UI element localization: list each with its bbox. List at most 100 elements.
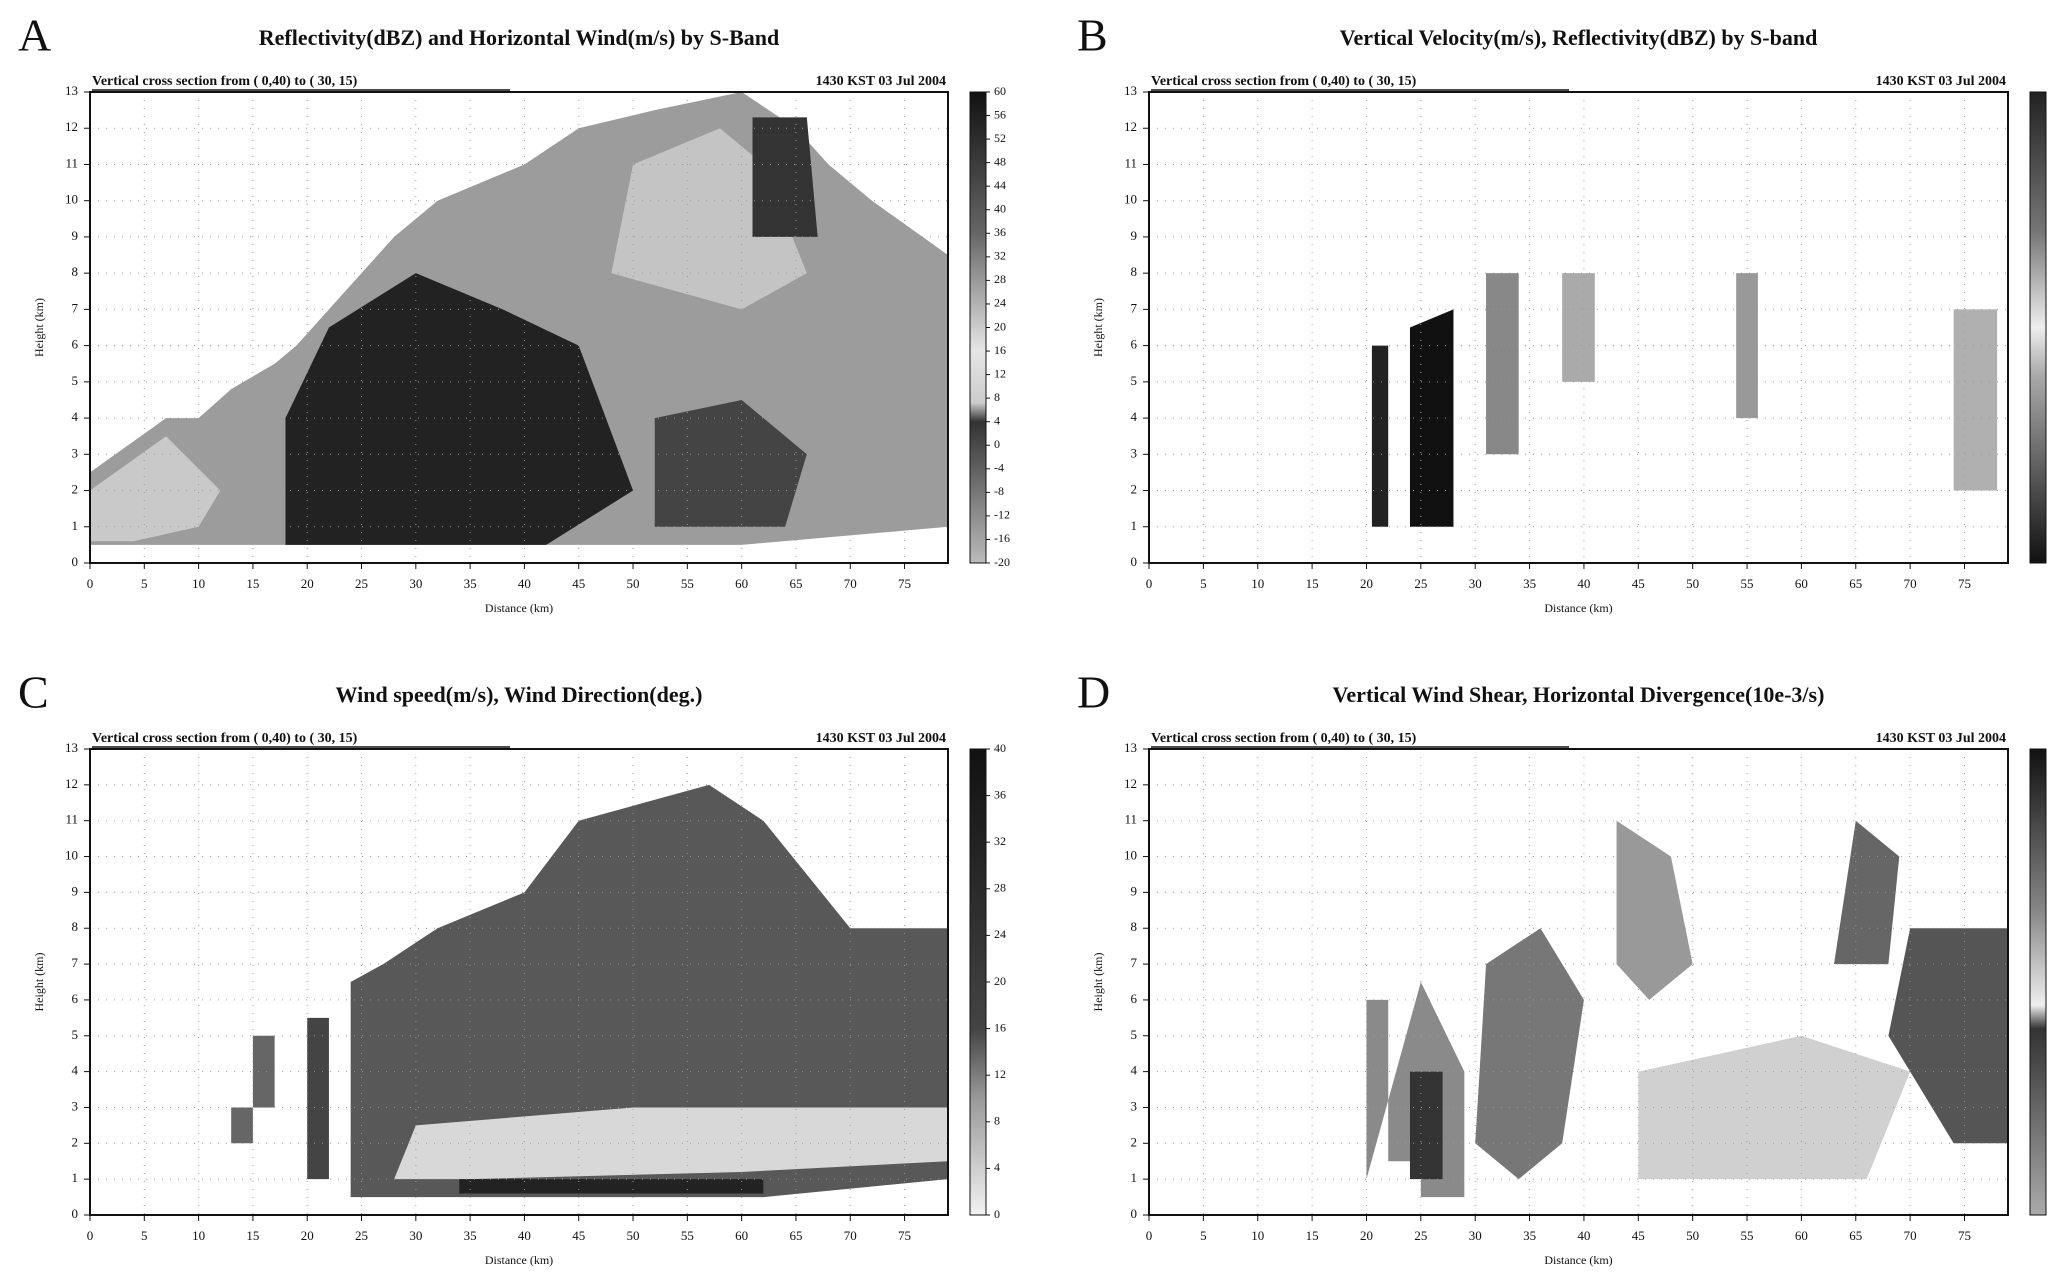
y-axis-label: Height (km) <box>1091 298 1105 357</box>
subtitle: 1430 KST 03 Jul 2004 <box>1876 731 2006 746</box>
y-tick-label: 5 <box>72 373 79 388</box>
y-tick-label: 5 <box>1131 373 1138 388</box>
x-tick-label: 35 <box>1523 576 1536 591</box>
y-axis-label: Height (km) <box>1091 953 1105 1012</box>
field-shading <box>459 1179 764 1194</box>
y-tick-label: 3 <box>1131 445 1138 460</box>
colorbar-label: -4 <box>994 461 1004 475</box>
x-tick-label: 30 <box>1469 1228 1482 1243</box>
colorbar-label: -12 <box>994 508 1010 522</box>
x-tick-label: 50 <box>627 1228 640 1243</box>
x-tick-label: 30 <box>409 1228 422 1243</box>
colorbar-label: 36 <box>994 225 1006 239</box>
colorbar-label: 12 <box>994 366 1006 380</box>
colorbar-label: 4 <box>994 413 1000 427</box>
field-shading <box>307 1017 329 1180</box>
x-tick-label: 0 <box>1146 1228 1153 1243</box>
plot-frame <box>1148 91 2009 564</box>
x-tick-label: 10 <box>1251 576 1264 591</box>
y-tick-label: 12 <box>65 776 78 791</box>
x-tick-label: 60 <box>1795 1228 1808 1243</box>
y-tick-label: 7 <box>72 300 79 315</box>
x-tick-label: 75 <box>1958 1228 1971 1243</box>
colorbar-label: 8 <box>994 390 1000 404</box>
y-tick-label: 4 <box>72 409 79 424</box>
panel-letter: D <box>1077 667 1110 718</box>
subtitle: Vertical cross section from ( 0,40) to (… <box>1151 731 1417 746</box>
colorbar-label: -20 <box>994 555 1010 569</box>
x-tick-label: 35 <box>464 576 477 591</box>
y-tick-label: 10 <box>1124 192 1137 207</box>
x-tick-label: 45 <box>1632 1228 1645 1243</box>
y-tick-label: 2 <box>1131 1134 1138 1149</box>
colorbar-label: 40 <box>994 741 1006 755</box>
y-tick-label: 10 <box>65 848 78 863</box>
x-tick-label: 65 <box>1849 576 1862 591</box>
x-tick-label: 60 <box>735 576 748 591</box>
y-tick-label: 9 <box>1131 228 1138 243</box>
subtitle: Vertical cross section from ( 0,40) to (… <box>92 731 358 746</box>
colorbar-label: 32 <box>994 834 1006 848</box>
colorbar-label: 48 <box>994 154 1006 168</box>
plot-frame <box>89 91 949 564</box>
y-tick-label: 7 <box>72 955 79 970</box>
x-tick-label: 25 <box>355 576 368 591</box>
subtitle: Vertical cross section from ( 0,40) to (… <box>1151 74 1417 89</box>
x-tick-label: 0 <box>87 1228 94 1243</box>
y-tick-label: 11 <box>65 812 78 827</box>
y-axis-label: Height (km) <box>32 953 46 1012</box>
field-shading <box>231 1035 275 1144</box>
x-tick-label: 40 <box>1577 576 1590 591</box>
x-tick-label: 65 <box>1849 1228 1862 1243</box>
subtitle: 1430 KST 03 Jul 2004 <box>1876 74 2006 89</box>
x-tick-label: 20 <box>301 1228 314 1243</box>
x-tick-label: 35 <box>464 1228 477 1243</box>
y-tick-label: 5 <box>1131 1027 1138 1042</box>
field-shading <box>394 1107 948 1180</box>
x-axis-label: Distance (km) <box>485 601 553 615</box>
y-tick-label: 0 <box>1131 1206 1138 1221</box>
panel: A Reflectivity(dBZ) and Horizontal Wind(m… <box>18 10 1010 615</box>
x-tick-label: 25 <box>355 1228 368 1243</box>
field-shading <box>90 436 221 542</box>
x-tick-label: 70 <box>844 1228 857 1243</box>
x-tick-label: 60 <box>1795 576 1808 591</box>
y-tick-label: 11 <box>1124 812 1137 827</box>
y-tick-label: 6 <box>1131 991 1138 1006</box>
x-tick-label: 40 <box>518 1228 531 1243</box>
field-shading <box>1409 309 1454 527</box>
x-tick-label: 0 <box>1146 576 1153 591</box>
x-tick-label: 30 <box>1469 576 1482 591</box>
y-tick-label: 8 <box>1131 919 1138 934</box>
colorbar-label: -8 <box>994 484 1004 498</box>
x-tick-label: 70 <box>1904 576 1917 591</box>
x-tick-label: 55 <box>1741 1228 1754 1243</box>
chart-title: Wind speed(m/s), Wind Direction(deg.) <box>336 682 703 707</box>
x-tick-label: 25 <box>1414 1228 1427 1243</box>
x-tick-label: 25 <box>1414 576 1427 591</box>
y-tick-label: 9 <box>1131 883 1138 898</box>
y-tick-label: 13 <box>65 740 78 755</box>
y-tick-label: 2 <box>72 1134 79 1149</box>
plot-frame <box>89 748 949 1216</box>
x-tick-label: 60 <box>735 1228 748 1243</box>
y-tick-label: 1 <box>1131 518 1138 533</box>
colorbar-label: 16 <box>994 1020 1006 1034</box>
x-tick-label: 65 <box>789 1228 802 1243</box>
x-tick-label: 10 <box>192 1228 205 1243</box>
y-tick-label: 1 <box>72 518 79 533</box>
x-tick-label: 15 <box>246 576 259 591</box>
field-shading <box>1888 928 2008 1144</box>
x-tick-label: 75 <box>898 1228 911 1243</box>
colorbar-label: 4 <box>994 1160 1000 1174</box>
colorbar-label: 20 <box>994 319 1006 333</box>
x-tick-label: 45 <box>1632 576 1645 591</box>
x-axis-label: Distance (km) <box>1544 1253 1612 1267</box>
colorbar-label: 44 <box>994 178 1006 192</box>
panel: D Vertical Wind Shear, Horizontal Diverge… <box>1077 667 2047 1267</box>
colorbar-label: -16 <box>994 531 1010 545</box>
x-tick-label: 15 <box>246 1228 259 1243</box>
y-tick-label: 7 <box>1131 300 1138 315</box>
field-shading <box>654 399 807 527</box>
